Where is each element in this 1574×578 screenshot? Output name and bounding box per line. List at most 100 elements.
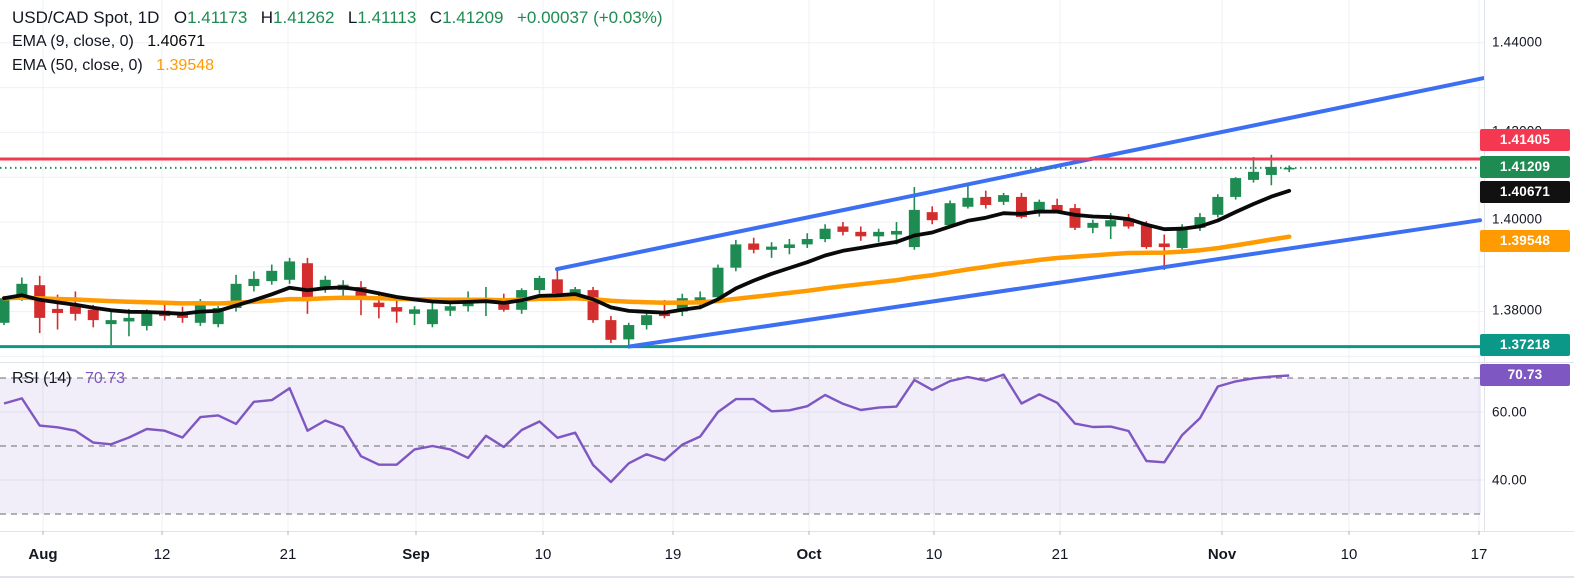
- time-axis-label: 17: [1470, 546, 1488, 563]
- time-axis-label: 19: [664, 546, 682, 563]
- ema50-legend[interactable]: EMA (50, close, 0) 1.39548: [12, 54, 663, 78]
- ema9-legend[interactable]: EMA (9, close, 0) 1.40671: [12, 30, 663, 54]
- candle: [212, 308, 224, 325]
- rsi-value-badge: 70.73: [1480, 364, 1570, 386]
- candle: [766, 246, 778, 250]
- candle: [1283, 167, 1295, 170]
- time-axis-label: 21: [1051, 546, 1069, 563]
- candle: [873, 231, 885, 237]
- candle: [730, 244, 742, 268]
- ema9-line[interactable]: [2, 188, 1292, 316]
- symbol-title: USD/CAD Spot, 1D: [12, 8, 160, 27]
- candle: [998, 195, 1010, 202]
- axis-price-label: 1.40000: [1492, 211, 1543, 227]
- candle: [962, 197, 974, 207]
- ema9-label: EMA (9, close, 0): [12, 33, 134, 50]
- open-value: 1.41173: [187, 8, 248, 27]
- candle: [391, 307, 403, 312]
- candle: [623, 325, 635, 340]
- channel-upper-trendline[interactable]: [555, 76, 1485, 272]
- candle: [373, 302, 385, 308]
- time-axis-label: 12: [153, 546, 171, 563]
- time-axis-label: 10: [1340, 546, 1358, 563]
- time-axis-label: 21: [279, 546, 297, 563]
- candle: [855, 231, 867, 237]
- candle: [1248, 171, 1259, 180]
- candle: [1087, 222, 1099, 228]
- rsi-legend[interactable]: RSI (14) 70.73: [12, 368, 125, 390]
- candle: [1015, 196, 1027, 218]
- candle: [409, 309, 421, 314]
- candle: [1105, 220, 1117, 227]
- candle: [1140, 224, 1152, 248]
- axis-price-label: 60.00: [1492, 404, 1527, 420]
- candle: [694, 297, 706, 302]
- candle: [712, 267, 724, 298]
- support-price-badge: 1.37218: [1480, 334, 1570, 356]
- candle: [87, 309, 99, 321]
- channel-lower-trendline[interactable]: [627, 218, 1482, 349]
- ema50-price-badge: 1.39548: [1480, 230, 1570, 252]
- candle: [837, 226, 849, 232]
- high-key: H: [260, 8, 274, 27]
- chart-legend: USD/CAD Spot, 1D O1.41173 H1.41262 L1.41…: [12, 6, 663, 78]
- symbol-ohlc-row[interactable]: USD/CAD Spot, 1D O1.41173 H1.41262 L1.41…: [12, 6, 663, 30]
- candle: [551, 279, 563, 294]
- candle: [105, 320, 117, 325]
- open-key: O: [173, 8, 188, 27]
- price-lines-layer[interactable]: [0, 76, 1485, 349]
- candle: [908, 209, 920, 248]
- time-axis-label: 10: [925, 546, 943, 563]
- candle: [783, 244, 795, 248]
- high-value: 1.41262: [273, 8, 335, 27]
- low-key: L: [347, 8, 358, 27]
- time-axis-label: Sep: [402, 546, 430, 563]
- rsi-line-layer: [0, 373, 1484, 515]
- candle: [444, 306, 456, 311]
- candle: [1265, 166, 1277, 175]
- candle: [284, 261, 296, 280]
- axis-price-label: 1.38000: [1492, 302, 1543, 318]
- axis-price-label: 40.00: [1492, 472, 1527, 488]
- candle: [1051, 204, 1063, 213]
- candle: [69, 306, 81, 314]
- candle: [926, 212, 938, 221]
- candle: [801, 239, 813, 245]
- candle: [301, 263, 313, 300]
- rsi-line: [3, 373, 1290, 484]
- candle: [498, 299, 510, 310]
- candle: [266, 270, 278, 282]
- candle: [248, 278, 260, 287]
- low-value: 1.41113: [357, 8, 417, 27]
- candle: [569, 289, 581, 295]
- time-axis-label: Nov: [1207, 546, 1237, 563]
- candle: [1033, 201, 1045, 214]
- candle: [230, 283, 242, 309]
- last-price-badge: 1.41209: [1480, 156, 1570, 178]
- axis-price-label: 1.44000: [1492, 34, 1543, 50]
- candle: [534, 278, 545, 291]
- rsi-label: RSI (14): [12, 370, 72, 387]
- time-axis-label: Aug: [28, 546, 58, 563]
- candle: [52, 308, 64, 313]
- candle: [1069, 208, 1081, 228]
- candle: [605, 320, 617, 340]
- candle: [819, 228, 831, 240]
- close-key: C: [429, 8, 443, 27]
- candle: [980, 196, 992, 205]
- candle: [944, 203, 956, 226]
- time-axis-label: 10: [534, 546, 552, 563]
- ema50-line[interactable]: [1, 234, 1292, 306]
- bottom-edge: [0, 576, 1574, 578]
- candle: [676, 298, 688, 312]
- candle: [426, 309, 438, 325]
- change-value: +0.00037 (+0.03%): [516, 8, 663, 27]
- candle: [1194, 217, 1206, 228]
- candle: [748, 243, 760, 250]
- candle: [1176, 226, 1188, 248]
- candle: [658, 313, 670, 317]
- candle: [1230, 178, 1242, 197]
